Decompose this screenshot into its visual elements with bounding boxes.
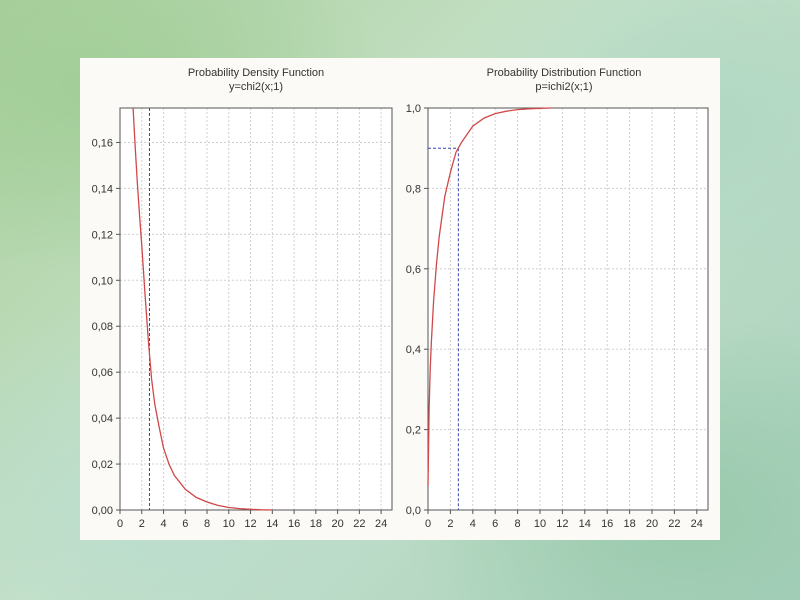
cdf-x-tick-label: 4 — [470, 518, 476, 530]
cdf-x-tick-label: 12 — [556, 518, 568, 530]
pdf-x-tick-label: 8 — [204, 518, 210, 530]
pdf-x-tick-label: 16 — [288, 518, 300, 530]
pdf-x-tick-label: 4 — [160, 518, 166, 530]
cdf-plot-frame — [427, 107, 709, 511]
cdf-y-tick-label: 0,4 — [406, 344, 421, 356]
cdf-x-tick-label: 6 — [492, 518, 498, 530]
cdf-x-tick-label: 24 — [691, 518, 703, 530]
pdf-x-tick-label: 0 — [117, 518, 123, 530]
cdf-y-tick-label: 0,8 — [406, 183, 421, 195]
pdf-chart: Probability Density Function y=chi2(x;1)… — [92, 67, 393, 530]
pdf-x-tick-label: 20 — [331, 518, 343, 530]
cdf-chart: Probability Distribution Function p=ichi… — [406, 67, 709, 530]
pdf-y-tick-label: 0,08 — [92, 321, 113, 333]
cdf-y-tick-label: 0,0 — [406, 505, 421, 517]
pdf-x-tick-label: 22 — [353, 518, 365, 530]
pdf-y-tick-label: 0,12 — [92, 229, 113, 241]
cdf-y-tick-label: 0,6 — [406, 264, 421, 276]
cdf-x-tick-label: 16 — [601, 518, 613, 530]
cdf-x-tick-label: 18 — [623, 518, 635, 530]
pdf-series-line — [132, 107, 273, 511]
cdf-chart-title: Probability Distribution Function — [487, 67, 642, 79]
pdf-x-tick-label: 10 — [223, 518, 235, 530]
pdf-y-tick-label: 0,02 — [92, 459, 113, 471]
pdf-plot-area — [120, 108, 392, 510]
cdf-y-tick-label: 1,0 — [406, 103, 421, 115]
pdf-x-tick-label: 14 — [266, 518, 278, 530]
pdf-x-tick-label: 6 — [182, 518, 188, 530]
pdf-chart-subtitle: y=chi2(x;1) — [229, 81, 283, 93]
charts-panel: Probability Density Function y=chi2(x;1)… — [80, 58, 720, 540]
cdf-x-tick-label: 22 — [668, 518, 680, 530]
pdf-y-tick-label: 0,00 — [92, 505, 113, 517]
pdf-y-tick-label: 0,06 — [92, 367, 113, 379]
cdf-x-tick-label: 14 — [579, 518, 591, 530]
cdf-y-tick-label: 0,2 — [406, 425, 421, 437]
pdf-x-tick-label: 12 — [244, 518, 256, 530]
pdf-x-tick-label: 24 — [375, 518, 387, 530]
cdf-x-tick-label: 8 — [515, 518, 521, 530]
cdf-x-tick-label: 10 — [534, 518, 546, 530]
cdf-x-tick-label: 0 — [425, 518, 431, 530]
pdf-x-tick-label: 2 — [139, 518, 145, 530]
pdf-y-tick-label: 0,14 — [92, 183, 113, 195]
cdf-x-tick-label: 20 — [646, 518, 658, 530]
cdf-x-tick-label: 2 — [447, 518, 453, 530]
cdf-series-line — [427, 107, 552, 486]
pdf-chart-title: Probability Density Function — [188, 67, 324, 79]
pdf-y-tick-label: 0,04 — [92, 413, 113, 425]
pdf-y-tick-label: 0,16 — [92, 137, 113, 149]
charts-svg: Probability Density Function y=chi2(x;1)… — [92, 67, 709, 530]
pdf-x-tick-label: 18 — [310, 518, 322, 530]
cdf-chart-subtitle: p=ichi2(x;1) — [535, 81, 592, 93]
cdf-plot-area — [428, 108, 708, 510]
pdf-y-tick-label: 0,10 — [92, 275, 113, 287]
